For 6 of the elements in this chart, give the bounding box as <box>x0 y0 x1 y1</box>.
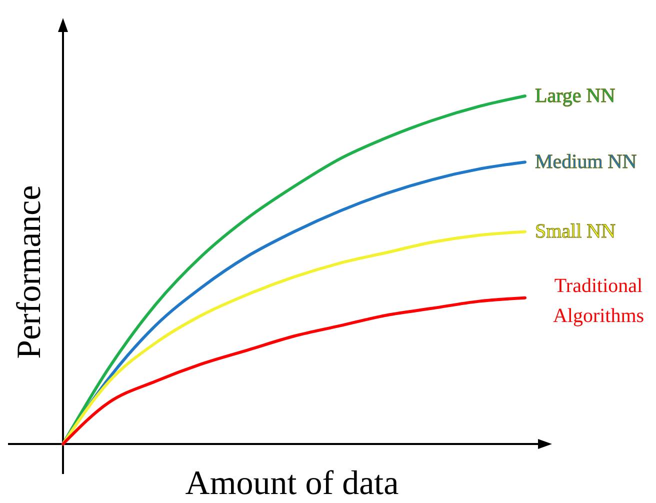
y-axis-title: Performance <box>11 185 48 359</box>
series-label: Traditional Algorithms <box>552 274 644 327</box>
series-label: Large NN <box>535 85 616 107</box>
series-label: Small NN <box>535 220 616 243</box>
series-label: Medium NN <box>535 151 637 174</box>
x-axis-title: Amount of data <box>185 465 399 502</box>
